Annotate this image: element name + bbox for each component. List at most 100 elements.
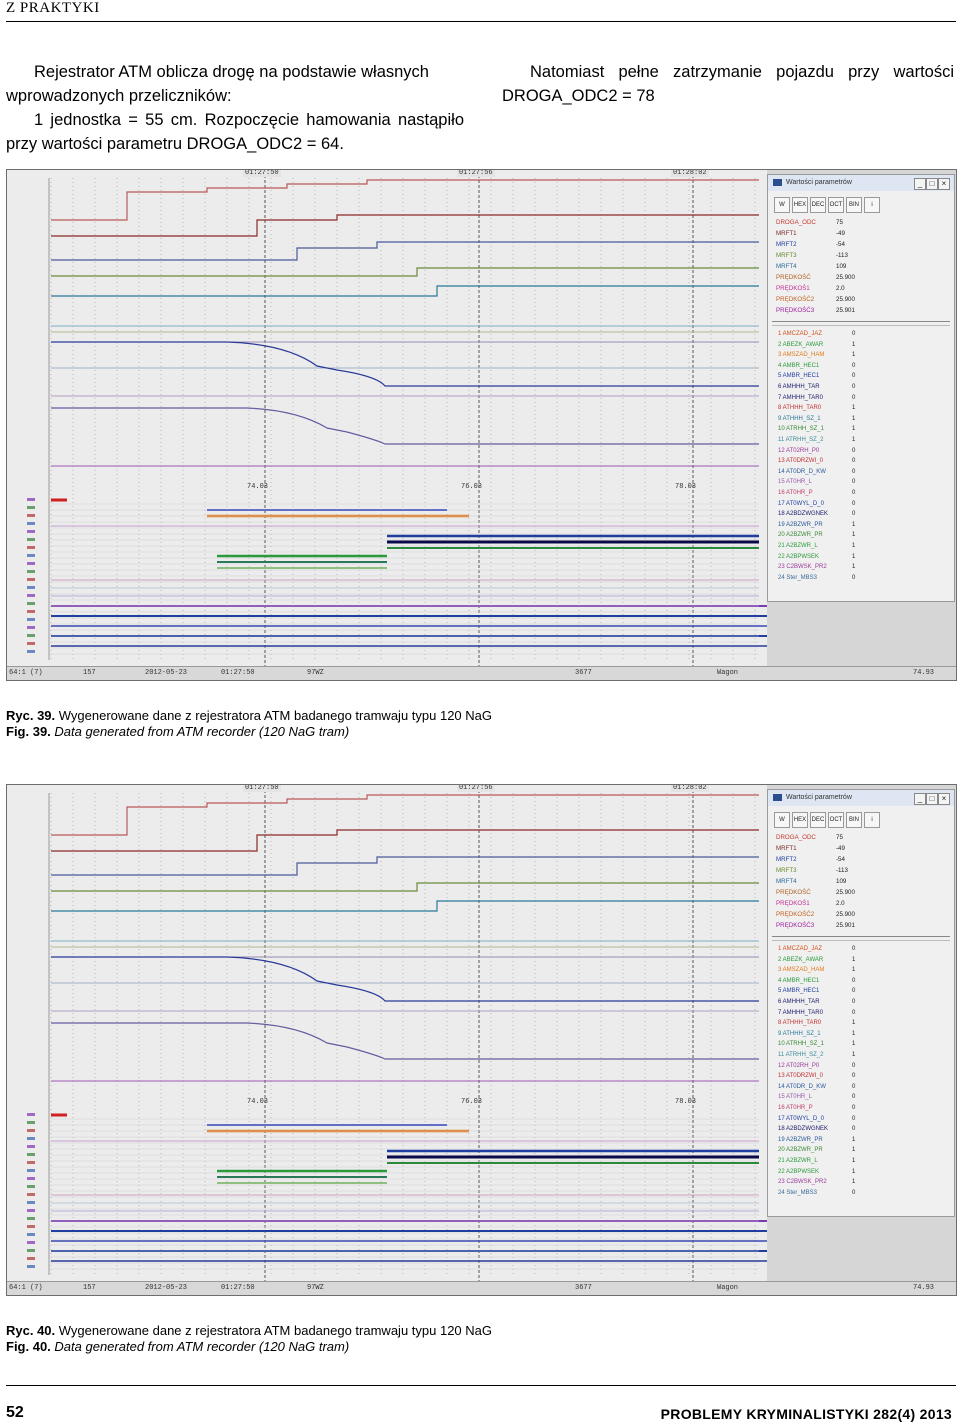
list-separator[interactable] — [772, 321, 950, 326]
digital-signal-name: 14 AT0DR_D_KW — [778, 1083, 826, 1090]
minimize-icon[interactable]: _ — [914, 793, 926, 805]
digital-signal-name: 1 AMCZAD_JAZ — [778, 946, 823, 952]
param-name: PRĘDKOŚĆ — [776, 274, 811, 281]
digital-signal-name: 5 AMBR_HEC1 — [778, 988, 820, 995]
toolbar-button-bin[interactable]: BIN — [846, 812, 862, 828]
digital-signal-value: 0 — [852, 1126, 856, 1133]
channel-marker — [27, 610, 35, 613]
digital-signal-value: 1 — [852, 956, 856, 963]
param-value: 75 — [836, 219, 843, 226]
maximize-icon[interactable]: □ — [926, 793, 938, 805]
toolbar-button-w[interactable]: W — [774, 197, 790, 213]
header-rule — [6, 21, 956, 22]
param-value: -113 — [836, 252, 848, 259]
figure-caption-39: Ryc. 39. Wygenerowane dane z rejestrator… — [6, 708, 492, 739]
signal-trace — [51, 179, 759, 221]
status-number: 3677 — [575, 669, 592, 677]
channel-marker — [27, 562, 35, 565]
digital-signal-name: 4 AMBR_HEC1 — [778, 977, 820, 984]
info-icon[interactable]: i — [864, 812, 880, 828]
channel-marker — [27, 650, 35, 653]
position-marker-3: 78.03 — [675, 1098, 697, 1106]
toolbar-button-dec[interactable]: DEC — [810, 197, 826, 213]
maximize-icon[interactable]: □ — [926, 178, 938, 190]
digital-signal-value: 0 — [852, 1094, 856, 1101]
channel-marker — [27, 530, 35, 533]
position-marker-1: 74.03 — [247, 483, 269, 491]
param-value: 2.0 — [836, 900, 845, 907]
digital-signal-name: 6 AMHHH_TAR — [778, 384, 820, 390]
toolbar-button-bin[interactable]: BIN — [846, 197, 862, 213]
window-titlebar[interactable]: Wartości parametrów _ □ × — [768, 175, 954, 191]
time-marker-1: 01:27:50 — [243, 784, 281, 792]
digital-signal-value: 1 — [852, 1052, 856, 1058]
window-titlebar[interactable]: Wartości parametrów _ □ × — [768, 790, 954, 806]
digital-signal-value: 0 — [852, 511, 856, 518]
digital-signal-name: 18 A2BDZWGNEK — [778, 1126, 829, 1133]
signal-trace — [51, 267, 759, 277]
list-separator[interactable] — [772, 936, 950, 941]
digital-signal-name: 3 AMSZAD_HAM — [778, 967, 825, 974]
signal-trace — [51, 882, 759, 892]
info-icon[interactable]: i — [864, 197, 880, 213]
digital-signal-value: 1 — [852, 521, 856, 528]
time-marker-3: 01:28:02 — [671, 784, 709, 792]
digital-signal-name: 17 AT0WYL_D_0 — [778, 1115, 824, 1122]
digital-signal-value: 0 — [852, 999, 856, 1005]
digital-signal-value: 0 — [852, 458, 856, 465]
signal-traces — [27, 170, 767, 666]
status-date: 2012-05-23 — [145, 669, 188, 677]
param-name: PRĘDKOŚĆ — [776, 889, 811, 896]
channel-marker — [27, 626, 35, 629]
toolbar-button-dec[interactable]: DEC — [810, 812, 826, 828]
left-column: Rejestrator ATM oblicza drogę na podstaw… — [6, 60, 464, 156]
channel-marker — [27, 546, 35, 549]
toolbar-button-oct[interactable]: OCT — [828, 197, 844, 213]
time-marker-2: 01:27:56 — [457, 169, 495, 177]
status-code: 97WZ — [307, 1284, 324, 1292]
parameter-values-window[interactable]: Wartości parametrów _ □ × W HEX DEC OCT … — [767, 789, 955, 1217]
channel-marker — [27, 570, 35, 573]
digital-signal-name: 20 A2BZWR_PR — [778, 1147, 823, 1154]
signal-trace — [51, 856, 759, 876]
status-vehicle: Wagon — [717, 669, 739, 677]
channel-marker — [27, 1161, 35, 1164]
param-value: 25.901 — [836, 922, 855, 929]
minimize-icon[interactable]: _ — [914, 178, 926, 190]
status-counter: 157 — [83, 1284, 96, 1292]
digital-signal-value: 0 — [852, 946, 856, 952]
toolbar-button-hex[interactable]: HEX — [792, 197, 808, 213]
toolbar-button-w[interactable]: W — [774, 812, 790, 828]
close-icon[interactable]: × — [938, 178, 950, 190]
param-value: 109 — [836, 878, 847, 885]
position-marker-3: 78.03 — [675, 483, 697, 491]
channel-marker — [27, 514, 35, 517]
channel-marker — [27, 1193, 35, 1196]
channel-marker — [27, 1225, 35, 1228]
digital-signal-name: 11 ATRHH_SZ_2 — [778, 437, 824, 443]
window-title: Wartości parametrów — [786, 794, 852, 801]
toolbar-button-oct[interactable]: OCT — [828, 812, 844, 828]
channel-marker — [27, 1177, 35, 1180]
digital-signal-value: 0 — [852, 977, 856, 984]
atm-recorder-screenshot-2: 01:27:50 01:27:56 01:28:02 74.03 76.03 7… — [6, 784, 957, 1296]
digital-signal-value: 0 — [852, 574, 856, 581]
status-bar: 64:1 (7) 157 2012-05-23 01:27:50 97WZ 36… — [7, 666, 956, 680]
digital-signal-name: 10 ATRHH_SZ_1 — [778, 1041, 824, 1048]
param-value: -54 — [836, 241, 845, 248]
toolbar-button-hex[interactable]: HEX — [792, 812, 808, 828]
digital-signal-name: 21 A2BZWR_L — [778, 543, 818, 549]
digital-signal-value: 0 — [852, 1115, 856, 1122]
param-name: PRĘDKOŚ1 — [776, 900, 810, 907]
digital-signal-name: 14 AT0DR_D_KW — [778, 468, 826, 475]
digital-signal-value: 0 — [852, 331, 856, 337]
param-name: MRFT4 — [776, 878, 797, 885]
close-icon[interactable]: × — [938, 793, 950, 805]
status-frame: 64:1 (7) — [9, 669, 43, 677]
digital-signal-value: 1 — [852, 341, 856, 348]
digital-signal-name: 19 A2BZWR_PR — [778, 521, 823, 528]
channel-marker — [27, 634, 35, 637]
digital-signal-name: 1 AMCZAD_JAZ — [778, 331, 823, 337]
parameter-values-window[interactable]: Wartości parametrów _ □ × W HEX DEC OCT … — [767, 174, 955, 602]
digital-signal-name: 16 AT0HR_P — [778, 1105, 813, 1111]
